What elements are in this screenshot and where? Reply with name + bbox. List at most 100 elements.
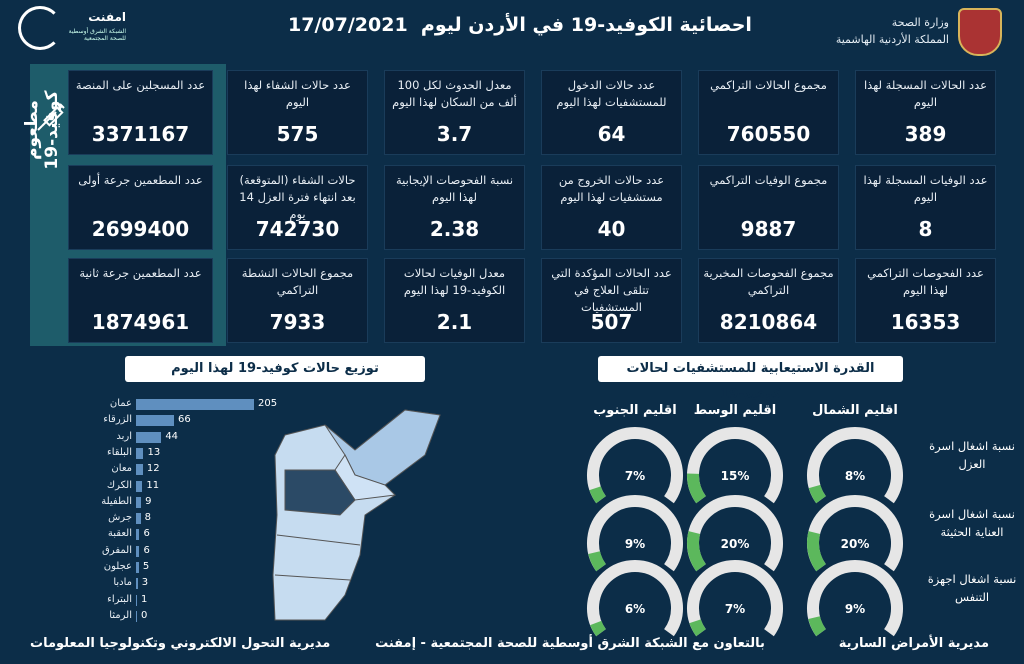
vaccine-label: عدد المسجلين على المنصة (75, 78, 206, 92)
title-text: احصائية الكوفيد-19 في الأردن ليوم (420, 14, 752, 36)
bar-category-label: مادبا (113, 577, 132, 589)
gauge-fill (589, 486, 607, 504)
stat-label: عدد الوفيات المسجلة لهذا اليوم (863, 173, 988, 204)
bar-4[interactable] (136, 464, 143, 476)
gauge-fill (687, 531, 707, 572)
jordan-map[interactable] (265, 395, 465, 625)
gauge-value: 8% (844, 469, 866, 483)
stat-card: حالات الشفاء (المتوقعة) بعد انتهاء فترة … (227, 165, 368, 250)
partner-subtitle: الشبكة الشرق أوسطية للصحة المجتمعية (68, 28, 126, 42)
header: وزارة الصحة المملكة الأردنية الهاشمية احص… (0, 0, 1024, 58)
stat-card: عدد حالات الدخول للمستشفيات لهذا اليوم 64 (541, 70, 682, 155)
stat-value: 3.7 (436, 122, 473, 146)
stat-label: معدل الوفيات لحالات الكوفيد-19 لهذا اليو… (403, 266, 506, 297)
bar-9[interactable] (136, 545, 140, 557)
stat-value: 2.38 (429, 217, 480, 241)
vaccine-value: 3371167 (91, 122, 190, 146)
stat-label: عدد الحالات المسجلة لهذا اليوم (863, 78, 988, 109)
bar-11[interactable] (136, 578, 138, 590)
stat-card: مجموع الحالات النشطة التراكمي 7933 (227, 258, 368, 343)
page-title: احصائية الكوفيد-19 في الأردن ليوم 17/07/… (280, 14, 760, 36)
gauge-value: 6% (624, 602, 646, 616)
bar-value-label: 12 (146, 463, 160, 475)
vaccine-label: عدد المطعمين جرعة ثانية (79, 266, 202, 280)
gauge-track (587, 495, 683, 572)
bar-category-label: الطفيلة (101, 495, 132, 507)
footer-it-directorate: مديرية التحول الالكتروني وتكنولوجيا المع… (30, 636, 331, 651)
ministry-line1: وزارة الصحة (891, 16, 949, 29)
bar-category-label: الكرك (106, 479, 132, 491)
stat-label: نسبة الفحوصات الإيجابية لهذا اليوم (395, 173, 514, 204)
ministry-line2: المملكة الأردنية الهاشمية (835, 33, 949, 46)
stat-label: مجموع الحالات النشطة التراكمي (241, 266, 354, 297)
stat-card: عدد الحالات المسجلة لهذا اليوم 389 (855, 70, 996, 155)
bar-value-label: 8 (144, 512, 151, 524)
bar-category-label: عمان (109, 398, 132, 409)
gauge-fill (588, 551, 607, 572)
bar-13[interactable] (136, 610, 137, 622)
stat-card: عدد الحالات المؤكدة التي تتلقى العلاج في… (541, 258, 682, 343)
syringe-icon (37, 103, 65, 131)
region-header: اقليم الجنوب (593, 403, 677, 418)
stat-value: 16353 (890, 310, 961, 334)
map-south (274, 534, 361, 581)
gauge-track (687, 560, 783, 637)
map-amman (284, 469, 356, 516)
stat-label: مجموع الوفيات التراكمي (709, 173, 828, 187)
stat-value: 575 (276, 122, 319, 146)
stat-card: عدد حالات الشفاء لهذا اليوم 575 (227, 70, 368, 155)
bar-0[interactable] (136, 399, 254, 410)
gauge-fill (590, 620, 606, 637)
gauge-fill (689, 619, 707, 637)
bar-6[interactable] (136, 496, 142, 508)
capacity-row-label: نسبة اشغال اجهزة التنفس (927, 572, 1017, 604)
imfnet-globe-logo (18, 6, 62, 50)
bar-8[interactable] (136, 529, 140, 541)
capacity-row-label: نسبة اشغال اسرة العزل (929, 439, 1015, 471)
bar-10[interactable] (136, 562, 139, 573)
bar-5[interactable] (136, 480, 143, 492)
gauge-value: 9% (624, 537, 646, 551)
stat-label: عدد حالات الشفاء لهذا اليوم (244, 78, 351, 109)
stat-value: 9887 (740, 217, 797, 241)
stat-card: نسبة الفحوصات الإيجابية لهذا اليوم 2.38 (384, 165, 525, 250)
vaccine-card: عدد المسجلين على المنصة 3371167 (68, 70, 213, 155)
vaccine-value: 2699400 (91, 217, 190, 241)
stat-label: حالات الشفاء (المتوقعة) بعد انتهاء فترة … (239, 173, 356, 221)
bar-value-label: 66 (177, 414, 191, 426)
report-date: 17/07/2021 (288, 14, 408, 36)
stat-label: عدد حالات الخروج من مستشفيات لهذا اليوم (558, 173, 665, 204)
stat-value: 507 (590, 310, 633, 334)
bar-3[interactable] (136, 447, 144, 459)
gauge-value: 15% (720, 469, 750, 483)
bar-1[interactable] (136, 415, 174, 427)
stat-card: عدد الوفيات المسجلة لهذا اليوم 8 (855, 165, 996, 250)
gauge-track (807, 427, 903, 504)
bar-category-label: عجلون (103, 561, 132, 572)
jordan-crest-logo (958, 8, 1002, 56)
stat-value: 40 (597, 217, 626, 241)
capacity-row-label: نسبة اشغال اسرة العناية الحثيثة (929, 507, 1015, 539)
bar-12[interactable] (136, 594, 137, 606)
distribution-title: توزيع حالات كوفيد-19 لهذا اليوم (125, 356, 425, 382)
gauge-fill (807, 531, 827, 572)
stat-label: مجموع الحالات التراكمي (710, 78, 827, 92)
bar-value-label: 0 (141, 609, 148, 621)
bar-7[interactable] (136, 513, 141, 525)
stat-label: عدد حالات الدخول للمستشفيات لهذا اليوم (556, 78, 667, 109)
gauge-value: 7% (624, 469, 646, 483)
gauge-track (587, 427, 683, 504)
bar-2[interactable] (136, 431, 162, 443)
bar-category-label: جرش (108, 512, 132, 524)
stat-value: 7933 (269, 310, 326, 334)
stat-card: مجموع الحالات التراكمي 760550 (698, 70, 839, 155)
stat-card: عدد حالات الخروج من مستشفيات لهذا اليوم 4… (541, 165, 682, 250)
gauge-value: 9% (844, 602, 866, 616)
bar-category-label: الزرقاء (103, 414, 132, 426)
stat-card: عدد الفحوصات التراكمي لهذا اليوم 16353 (855, 258, 996, 343)
bar-value-label: 44 (165, 430, 179, 442)
bar-category-label: معان (111, 463, 132, 475)
bar-value-label: 5 (142, 561, 150, 572)
